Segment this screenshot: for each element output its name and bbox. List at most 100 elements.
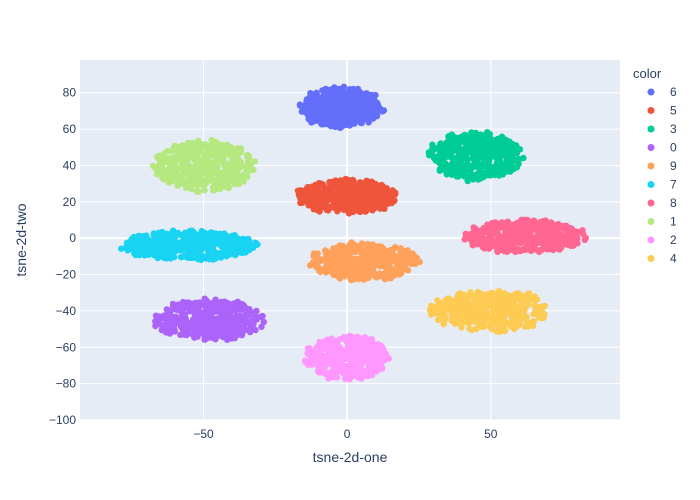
legend-item-9[interactable]: 9 [647,159,678,173]
point [219,169,227,176]
point [473,316,480,323]
legend-item-3[interactable]: 3 [647,122,678,136]
point [303,105,310,113]
point [196,301,204,308]
point [217,141,224,149]
legend-item-5[interactable]: 5 [647,104,678,118]
x-tick-label: 50 [484,427,498,441]
point [168,306,175,314]
point [348,273,355,280]
point [228,144,235,151]
point [448,131,455,138]
point [464,156,471,163]
point [494,238,501,246]
legend-marker [647,144,655,151]
point [503,248,510,255]
point [408,255,415,262]
point [186,321,194,328]
point [254,314,261,321]
point [562,240,569,248]
point [246,328,254,336]
point [394,270,401,278]
point [308,94,316,101]
legend-item-2[interactable]: 2 [647,233,678,247]
point [579,227,586,234]
legend-item-1[interactable]: 1 [647,215,678,229]
point [217,235,224,242]
point [164,243,172,250]
legend-label: 9 [670,159,677,173]
point [478,238,485,246]
point [375,197,382,204]
point [207,304,214,311]
point [507,222,514,230]
point [373,368,380,375]
point [310,202,317,209]
point [483,138,490,145]
point [339,335,346,342]
point [387,249,394,256]
point [354,111,361,119]
point [453,145,461,152]
legend-items[interactable]: 6 5 3 0 9 7 8 1 2 4 [647,85,678,266]
point [493,303,501,310]
legend[interactable]: color 6 5 3 0 9 7 8 1 2 4 [633,66,677,266]
point [246,241,253,248]
point [315,201,322,208]
point [330,245,337,252]
point [357,179,364,186]
point [323,339,330,346]
point [234,151,241,159]
point [511,295,518,302]
x-axis-ticks: −50 0 50 [193,427,497,441]
point [152,322,159,330]
point [500,152,507,159]
point [451,155,458,162]
point [433,153,440,161]
point [527,294,534,301]
point [237,158,244,166]
point [472,227,479,235]
point [174,145,182,152]
legend-label: 2 [670,233,677,247]
legend-item-4[interactable]: 4 [647,252,678,266]
point [193,166,201,173]
point [195,160,202,168]
point [369,115,377,122]
point [454,297,461,304]
point [329,111,337,118]
point [548,221,555,229]
point [459,162,466,169]
point [469,155,477,162]
point [528,235,535,242]
point [523,246,531,253]
point [436,167,443,174]
point [454,163,461,170]
point [366,342,373,350]
legend-item-7[interactable]: 7 [647,178,678,192]
y-axis-ticks: −100 −80 −60 −40 −20 0 20 40 60 80 [49,86,76,427]
point [345,263,352,271]
point [196,251,203,258]
point [236,241,243,248]
legend-marker [647,162,655,170]
point [222,235,229,243]
point [486,165,493,172]
point [252,308,259,316]
point [154,245,161,252]
point [485,234,492,242]
point [547,243,554,250]
point [540,220,548,227]
point [323,118,330,126]
legend-item-6[interactable]: 6 [647,85,678,99]
point [333,374,341,381]
point [152,236,159,243]
legend-item-0[interactable]: 0 [647,141,678,155]
point [245,161,253,168]
point [358,253,366,260]
point [502,292,510,300]
legend-item-8[interactable]: 8 [647,196,678,210]
point [370,189,378,196]
point [444,301,451,308]
point [378,257,386,264]
